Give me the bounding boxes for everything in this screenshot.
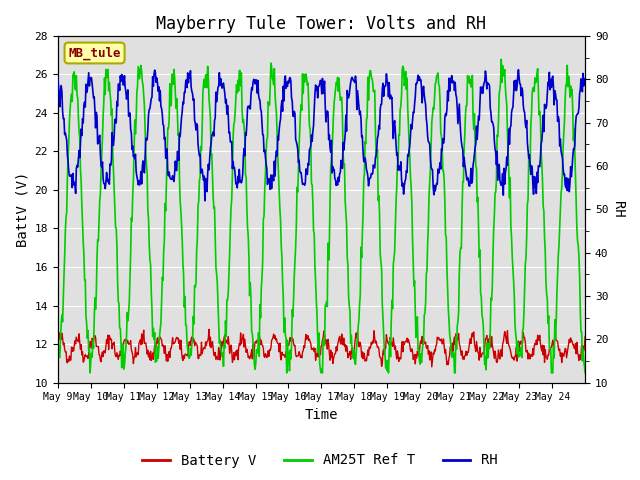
Title: Mayberry Tule Tower: Volts and RH: Mayberry Tule Tower: Volts and RH [156,15,486,33]
X-axis label: Time: Time [305,408,338,422]
Y-axis label: RH: RH [611,201,625,217]
Y-axis label: BattV (V): BattV (V) [15,171,29,247]
Legend: Battery V, AM25T Ref T, RH: Battery V, AM25T Ref T, RH [136,448,504,473]
Text: MB_tule: MB_tule [68,47,121,60]
